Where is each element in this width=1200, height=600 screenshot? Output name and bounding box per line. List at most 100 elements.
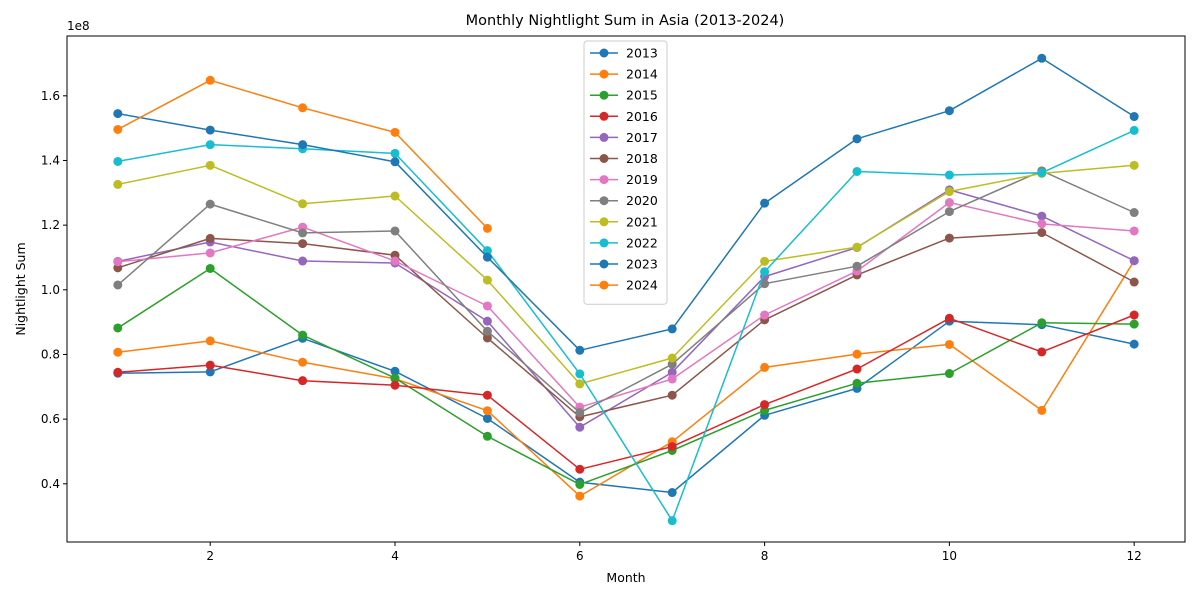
- plot-frame: [66, 35, 1186, 543]
- plot-area: 2 4 6 8 10 12 0.4 0.6 0.8 1.0 1.2 1.4 1.6: [41, 89, 1142, 563]
- data-point: [482, 413, 492, 423]
- data-point: [852, 166, 862, 176]
- x-tick-label: 12: [1127, 549, 1142, 563]
- legend-marker: [599, 238, 609, 248]
- legend-item-2019: 2019: [590, 172, 658, 187]
- data-point: [482, 333, 492, 343]
- data-point: [205, 75, 215, 85]
- data-point: [575, 379, 585, 389]
- data-point: [852, 261, 862, 271]
- legend-item-2018: 2018: [590, 151, 658, 166]
- data-point: [390, 366, 400, 376]
- data-point: [482, 246, 492, 256]
- legend-marker: [599, 132, 609, 142]
- data-point: [390, 191, 400, 201]
- data-point: [205, 160, 215, 170]
- legend-label: 2023: [626, 257, 658, 272]
- data-point: [667, 390, 677, 400]
- data-point: [1037, 405, 1047, 415]
- data-point: [298, 256, 308, 266]
- legend-item-2022: 2022: [590, 235, 658, 250]
- legend-label: 2021: [626, 214, 658, 229]
- data-point: [205, 263, 215, 273]
- y-tick-label: 1.6: [41, 89, 60, 103]
- data-point: [944, 187, 954, 197]
- data-point: [482, 406, 492, 416]
- series-line-2019: [117, 201, 1135, 408]
- data-point: [205, 199, 215, 209]
- legend-label: 2015: [626, 88, 658, 103]
- data-point: [760, 310, 770, 320]
- data-point: [205, 360, 215, 370]
- data-point: [575, 345, 585, 355]
- data-point: [575, 422, 585, 432]
- y-tick-label: 1.2: [41, 218, 60, 232]
- series-line-2017: [117, 189, 1135, 428]
- data-point: [1129, 208, 1139, 218]
- legend-item-2016: 2016: [590, 109, 658, 124]
- data-point: [852, 378, 862, 388]
- series-line-2021: [117, 164, 1135, 385]
- legend-item-2017: 2017: [590, 130, 658, 145]
- legend-label: 2018: [626, 151, 658, 166]
- data-point: [113, 179, 123, 189]
- data-point: [390, 380, 400, 390]
- data-point: [1129, 319, 1139, 329]
- y-tick-label: 0.6: [41, 412, 60, 426]
- legend-label: 2020: [626, 193, 658, 208]
- y-tick-label: 1.0: [41, 283, 60, 297]
- legend-marker: [599, 154, 609, 163]
- data-point: [113, 367, 123, 377]
- data-point: [760, 362, 770, 372]
- legend-marker: [599, 259, 609, 269]
- x-axis-label: Month: [606, 570, 645, 585]
- data-point: [852, 349, 862, 359]
- legend-item-2023: 2023: [590, 257, 658, 272]
- data-point: [113, 323, 123, 333]
- data-point: [944, 313, 954, 323]
- y-tick-label: 1.4: [41, 153, 60, 167]
- legend-item-2013: 2013: [590, 46, 658, 61]
- series-line-2023: [117, 57, 1135, 352]
- series-lines: [113, 53, 1139, 526]
- legend-label: 2016: [626, 109, 658, 124]
- data-point: [1129, 112, 1139, 122]
- legend-marker: [599, 111, 609, 121]
- data-point: [944, 233, 954, 243]
- data-point: [760, 267, 770, 277]
- data-point: [575, 369, 585, 379]
- data-point: [760, 198, 770, 208]
- series-line-2018: [117, 231, 1135, 418]
- x-tick-label: 6: [576, 549, 584, 563]
- legend-label: 2017: [626, 130, 658, 145]
- series-line-2015: [117, 267, 1135, 486]
- series-2016: [113, 310, 1139, 474]
- data-point: [1129, 310, 1139, 320]
- legend-marker: [599, 196, 609, 206]
- data-point: [390, 226, 400, 236]
- data-point: [667, 442, 677, 452]
- data-point: [1037, 347, 1047, 357]
- legend-label: 2014: [626, 67, 658, 82]
- data-point: [298, 330, 308, 340]
- data-point: [852, 364, 862, 374]
- series-line-2013: [117, 320, 1135, 494]
- data-point: [390, 127, 400, 137]
- legend-item-2021: 2021: [590, 214, 658, 229]
- series-2023: [113, 53, 1139, 355]
- series-line-2022: [117, 129, 1135, 522]
- data-point: [944, 207, 954, 217]
- data-point: [1037, 228, 1047, 238]
- data-point: [298, 199, 308, 209]
- data-point: [298, 228, 308, 238]
- y-tick-label: 0.4: [41, 477, 60, 491]
- series-2021: [113, 160, 1139, 389]
- data-point: [390, 157, 400, 167]
- data-point: [390, 373, 400, 383]
- data-point: [575, 479, 585, 489]
- data-point: [760, 400, 770, 410]
- legend-marker: [599, 69, 609, 79]
- data-point: [1037, 318, 1047, 328]
- data-point: [667, 374, 677, 384]
- y-axis-label: Nightlight Sum: [13, 242, 28, 335]
